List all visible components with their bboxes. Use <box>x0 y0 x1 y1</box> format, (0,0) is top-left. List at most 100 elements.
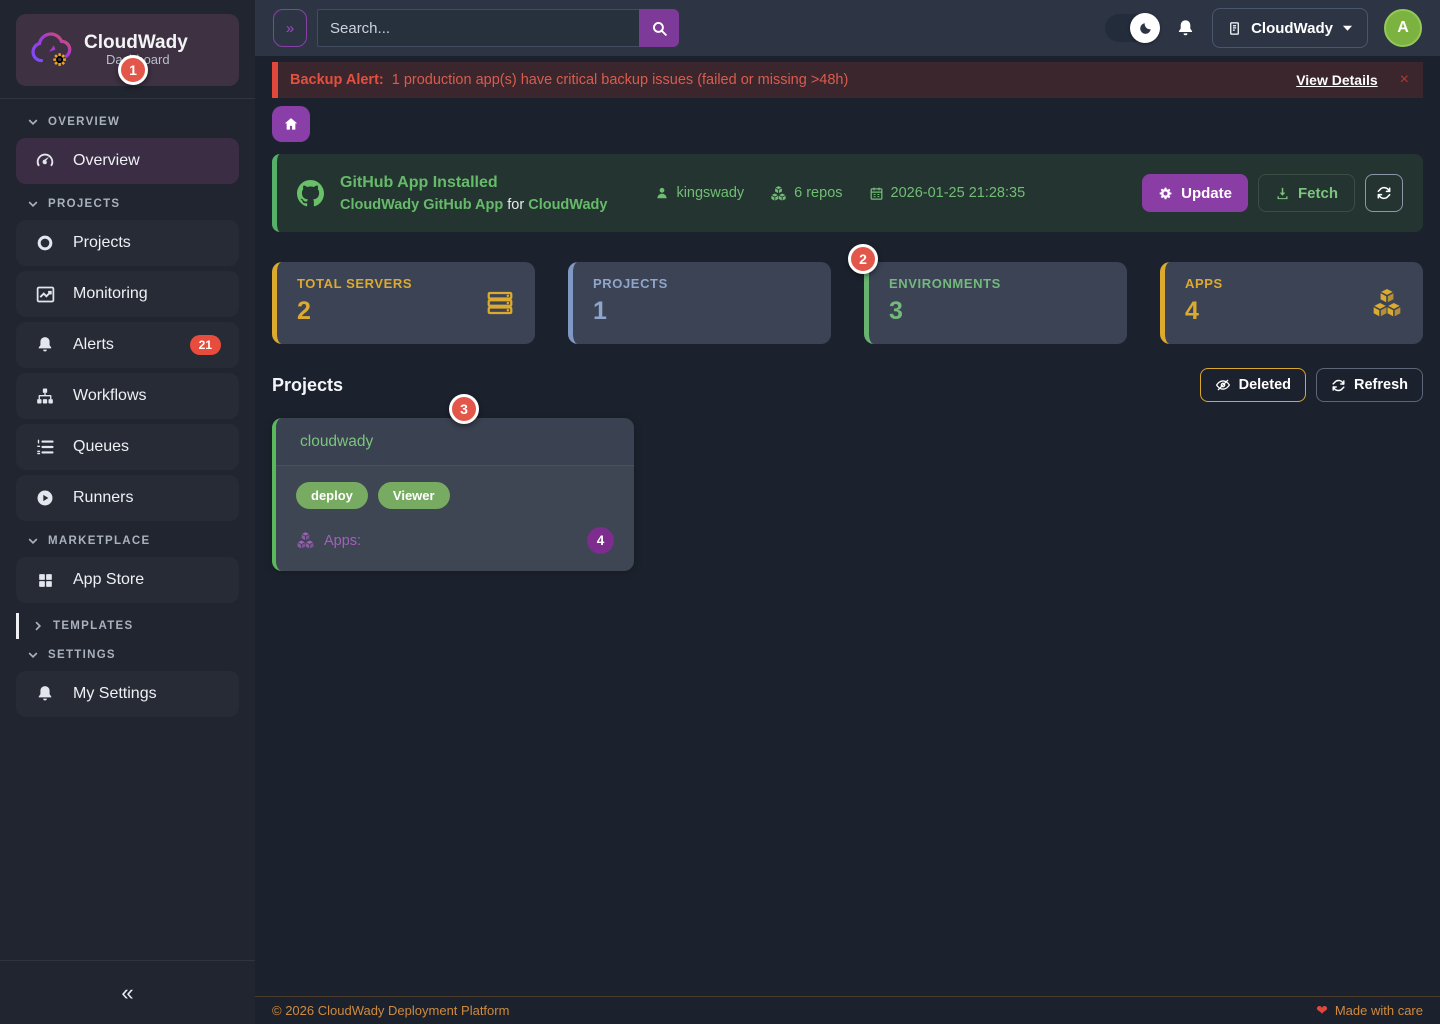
section-header-templates[interactable]: TEMPLATES <box>0 608 255 640</box>
apps-count-badge[interactable]: 4 <box>587 527 614 554</box>
content: GitHub App Installed CloudWady GitHub Ap… <box>255 98 1440 996</box>
sidebar-item-overview[interactable]: Overview <box>16 138 239 184</box>
update-button[interactable]: Update <box>1142 174 1248 212</box>
sidebar-item-my-settings[interactable]: My Settings <box>16 671 239 717</box>
annotation-badge-2: 2 <box>848 244 878 274</box>
sidebar-item-label: Overview <box>73 152 140 169</box>
projects-title: Projects <box>272 374 344 395</box>
stat-card-projects[interactable]: PROJECTS 1 <box>568 262 831 344</box>
sidebar-item-label: Projects <box>73 234 131 251</box>
sidebar: CloudWady Dashboard OVERVIEW Overview PR… <box>0 0 255 1024</box>
chevron-down-icon <box>27 649 39 661</box>
user-avatar[interactable]: A <box>1384 9 1422 47</box>
stat-card-apps[interactable]: APPS 4 <box>1160 262 1423 344</box>
play-circle-icon <box>34 488 56 508</box>
fetch-button[interactable]: Fetch <box>1257 174 1355 212</box>
deleted-button-label: Deleted <box>1238 377 1291 393</box>
org-selector-button[interactable]: CloudWady <box>1212 8 1368 48</box>
project-badge-viewer: Viewer <box>377 482 450 509</box>
circle-icon <box>34 233 56 253</box>
sidebar-item-label: App Store <box>73 571 145 588</box>
alerts-count-badge: 21 <box>189 335 221 355</box>
main-area: » CloudWady <box>255 0 1440 1024</box>
footer: © 2026 CloudWady Deployment Platform ❤ M… <box>255 996 1440 1024</box>
github-icon <box>297 179 324 207</box>
templates-indicator-bar <box>16 613 19 639</box>
sidebar-item-label: Workflows <box>73 387 147 404</box>
project-badges: deploy Viewer <box>296 482 614 509</box>
sidebar-collapse-button[interactable]: « <box>121 979 134 1005</box>
sidebar-item-monitoring[interactable]: Monitoring <box>16 271 239 317</box>
fetch-button-label: Fetch <box>1297 184 1338 202</box>
sidebar-item-label: Runners <box>73 489 134 506</box>
apps-label: Apps: <box>324 532 362 549</box>
projects-refresh-button[interactable]: Refresh <box>1316 368 1423 402</box>
grid-icon <box>34 571 56 590</box>
stat-card-total-servers[interactable]: TOTAL SERVERS 2 <box>272 262 535 344</box>
section-header-settings[interactable]: SETTINGS <box>0 640 255 666</box>
cloud-gear-logo-icon <box>28 30 74 70</box>
deleted-filter-button[interactable]: Deleted <box>1199 368 1306 402</box>
stat-value: 2 <box>297 297 311 325</box>
search-button[interactable] <box>639 9 679 47</box>
repos-icon <box>770 185 787 202</box>
heart-icon: ❤ <box>1316 1002 1328 1018</box>
search-input[interactable] <box>317 9 639 47</box>
sidebar-item-label: My Settings <box>73 685 157 702</box>
section-label: TEMPLATES <box>53 620 134 632</box>
section-header-marketplace[interactable]: MARKETPLACE <box>0 526 255 552</box>
backup-alert-banner: Backup Alert: 1 production app(s) have c… <box>272 62 1423 98</box>
alert-label: Backup Alert: <box>290 72 384 88</box>
view-details-link[interactable]: View Details <box>1296 72 1378 88</box>
sidebar-item-workflows[interactable]: Workflows <box>16 373 239 419</box>
project-card-header[interactable]: cloudwady <box>276 418 634 466</box>
project-name: cloudwady <box>300 432 374 450</box>
project-badge-deploy: deploy <box>296 482 368 509</box>
section-header-projects[interactable]: PROJECTS <box>0 189 255 215</box>
chevron-down-icon <box>27 198 39 210</box>
project-card[interactable]: cloudwady deploy Viewer Apps: 4 <box>272 418 634 571</box>
bell-icon <box>34 684 56 704</box>
sidebar-item-label: Monitoring <box>73 285 148 302</box>
github-card-title: GitHub App Installed <box>340 173 498 191</box>
stat-value: 3 <box>889 297 903 325</box>
app-title: CloudWady <box>84 31 188 53</box>
for-text: for <box>507 196 525 213</box>
github-app-card: GitHub App Installed CloudWady GitHub Ap… <box>272 154 1423 232</box>
section-header-overview[interactable]: OVERVIEW <box>0 107 255 133</box>
sidebar-expand-button[interactable]: » <box>273 9 307 47</box>
github-repos: 6 repos <box>770 185 843 202</box>
user-icon <box>655 186 669 200</box>
sidebar-item-projects[interactable]: Projects <box>16 220 239 266</box>
sidebar-item-runners[interactable]: Runners <box>16 475 239 521</box>
close-icon[interactable]: × <box>1399 71 1409 88</box>
github-repos-label: 6 repos <box>794 185 843 201</box>
refresh-button-label: Refresh <box>1354 377 1408 393</box>
footer-right: ❤ Made with care <box>1316 1002 1423 1019</box>
refresh-icon <box>1331 378 1346 393</box>
notifications-bell-icon[interactable] <box>1175 18 1196 39</box>
annotation-badge-1: 1 <box>118 55 148 85</box>
project-apps-row: Apps: 4 <box>296 527 614 554</box>
stat-value: 1 <box>593 297 607 325</box>
gauge-icon <box>34 150 56 172</box>
search-bar <box>317 9 679 47</box>
stat-value: 4 <box>1185 297 1199 325</box>
sidebar-item-alerts[interactable]: Alerts 21 <box>16 322 239 368</box>
refresh-icon-button[interactable] <box>1365 174 1403 212</box>
chevron-down-icon <box>27 116 39 128</box>
stat-card-environments[interactable]: ENVIRONMENTS 3 <box>864 262 1127 344</box>
gear-icon <box>1158 186 1173 201</box>
theme-toggle[interactable] <box>1105 13 1161 43</box>
sidebar-item-app-store[interactable]: App Store <box>16 557 239 603</box>
stat-label: APPS <box>1185 276 1223 291</box>
update-button-label: Update <box>1181 184 1232 202</box>
alert-message: 1 production app(s) have critical backup… <box>391 72 849 88</box>
made-with-text: Made with care <box>1334 1003 1423 1018</box>
sidebar-item-queues[interactable]: Queues <box>16 424 239 470</box>
chart-line-icon <box>34 284 56 305</box>
stat-label: TOTAL SERVERS <box>297 276 413 291</box>
home-button[interactable] <box>272 106 310 142</box>
download-icon <box>1275 186 1290 201</box>
github-card-texts: GitHub App Installed CloudWady GitHub Ap… <box>340 174 607 213</box>
